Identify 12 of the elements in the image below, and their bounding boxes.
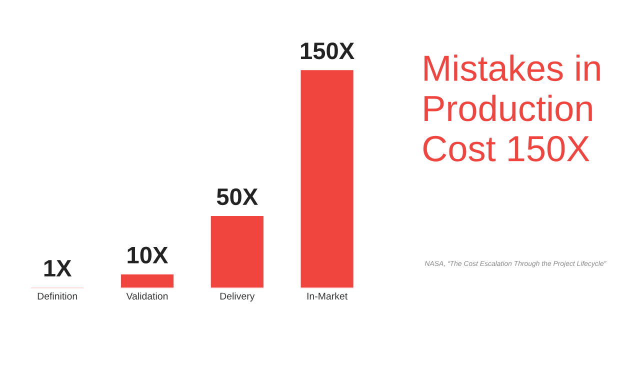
data-label: 50X [216,188,258,206]
x-tick-label: Definition [38,292,77,300]
x-tick-label: In-Market [307,292,348,300]
text: Mistakes in Production Cost 150X [423,54,600,162]
data-label: 1X [44,260,72,276]
x-tick-label: Validation [126,292,168,300]
x-tick-label: Delivery [220,292,255,302]
data-label: 10X [128,246,168,264]
data-label: 150X [300,42,354,60]
bar [209,214,265,288]
bar [120,273,175,288]
bar [299,68,355,288]
